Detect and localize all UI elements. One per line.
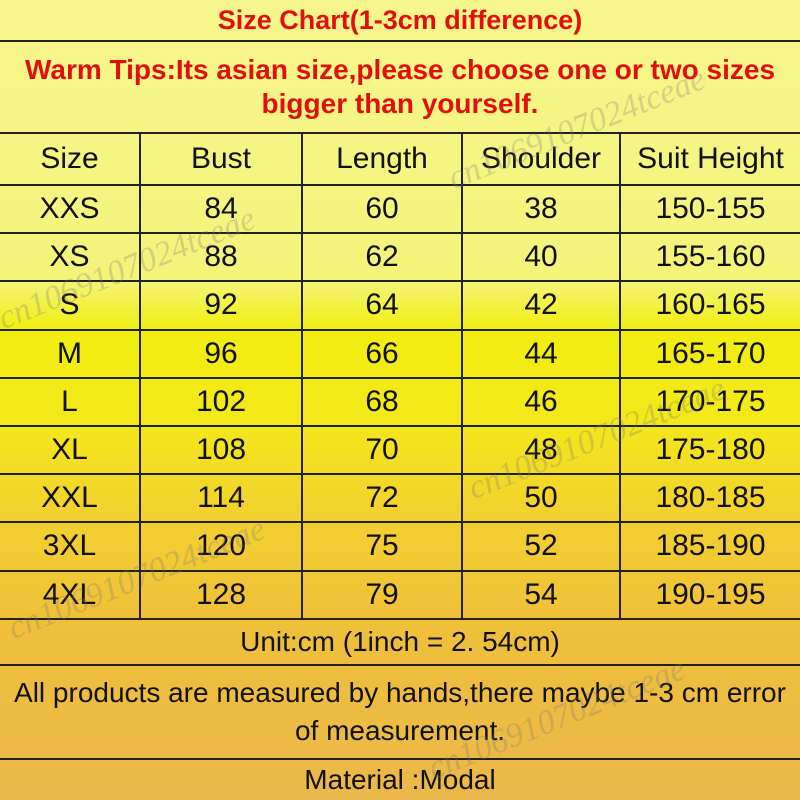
cell-size: M — [0, 330, 141, 377]
header-row: Size Bust Length Shoulder Suit Height — [0, 134, 800, 186]
cell-shoulder: 46 — [463, 378, 621, 425]
cell-length: 66 — [303, 330, 463, 377]
header-suit-height: Suit Height — [637, 142, 784, 175]
cell-bust: 128 — [141, 571, 303, 618]
header-length: Length — [303, 134, 463, 184]
cell-size: L — [0, 378, 141, 425]
header-bust: Bust — [141, 134, 303, 184]
header-shoulder: Shoulder — [463, 134, 621, 184]
cell-shoulder: 38 — [463, 186, 621, 233]
cell-shoulder: 52 — [463, 523, 621, 570]
cell-suit-height: 180-185 — [655, 481, 766, 515]
cell-suit-height: 165-170 — [655, 336, 766, 370]
table-row: S 92 64 42 160-165 — [0, 282, 800, 331]
cell-size: S — [0, 282, 141, 329]
title-row: Size Chart(1-3cm difference) — [0, 0, 800, 42]
cell-bust: 96 — [141, 330, 303, 377]
cell-size: XL — [0, 427, 141, 474]
unit-row: Unit:cm (1inch = 2. 54cm) — [0, 620, 800, 666]
header-size: Size — [0, 134, 141, 184]
cell-suit-height: 155-160 — [655, 240, 766, 274]
cell-length: 62 — [303, 234, 463, 281]
cell-bust: 120 — [141, 523, 303, 570]
cell-bust: 92 — [141, 282, 303, 329]
warm-tips: Warm Tips:Its asian size,please choose o… — [24, 54, 776, 119]
table-row: L 102 68 46 170-175 — [0, 378, 800, 427]
cell-length: 79 — [303, 571, 463, 618]
table-row: 4XL 128 79 54 190-195 — [0, 571, 800, 620]
cell-length: 75 — [303, 523, 463, 570]
cell-bust: 114 — [141, 475, 303, 522]
cell-size: 4XL — [0, 571, 141, 618]
table-row: 3XL 120 75 52 185-190 — [0, 523, 800, 572]
cell-size: XXS — [0, 186, 141, 233]
cell-shoulder: 42 — [463, 282, 621, 329]
cell-suit-height: 150-155 — [655, 192, 766, 226]
cell-suit-height: 190-195 — [655, 577, 766, 611]
table-row: XXL 114 72 50 180-185 — [0, 475, 800, 524]
cell-suit-height: 185-190 — [655, 529, 766, 563]
cell-suit-height: 175-180 — [655, 433, 766, 467]
cell-shoulder: 48 — [463, 427, 621, 474]
table-row: XL 108 70 48 175-180 — [0, 427, 800, 476]
cell-length: 64 — [303, 282, 463, 329]
cell-size: 3XL — [0, 523, 141, 570]
material-text: Material :Modal — [304, 764, 496, 795]
cell-suit-height: 160-165 — [655, 288, 766, 322]
note-row: All products are measured by hands,there… — [0, 666, 800, 760]
cell-shoulder: 50 — [463, 475, 621, 522]
cell-size: XS — [0, 234, 141, 281]
cell-bust: 108 — [141, 427, 303, 474]
cell-shoulder: 54 — [463, 571, 621, 618]
table-row: XS 88 62 40 155-160 — [0, 234, 800, 283]
cell-bust: 102 — [141, 378, 303, 425]
table-row: M 96 66 44 165-170 — [0, 330, 800, 379]
tips-row: Warm Tips:Its asian size,please choose o… — [0, 42, 800, 134]
unit-text: Unit:cm (1inch = 2. 54cm) — [240, 626, 560, 657]
chart-title: Size Chart(1-3cm difference) — [217, 5, 583, 35]
cell-bust: 88 — [141, 234, 303, 281]
table-row: XXS 84 60 38 150-155 — [0, 186, 800, 235]
cell-suit-height: 170-175 — [655, 384, 766, 418]
material-row: Material :Modal — [0, 760, 800, 800]
cell-length: 68 — [303, 378, 463, 425]
cell-shoulder: 44 — [463, 330, 621, 377]
cell-length: 72 — [303, 475, 463, 522]
cell-length: 70 — [303, 427, 463, 474]
measurement-note: All products are measured by hands,there… — [14, 677, 786, 746]
cell-bust: 84 — [141, 186, 303, 233]
cell-shoulder: 40 — [463, 234, 621, 281]
cell-length: 60 — [303, 186, 463, 233]
cell-size: XXL — [0, 475, 141, 522]
